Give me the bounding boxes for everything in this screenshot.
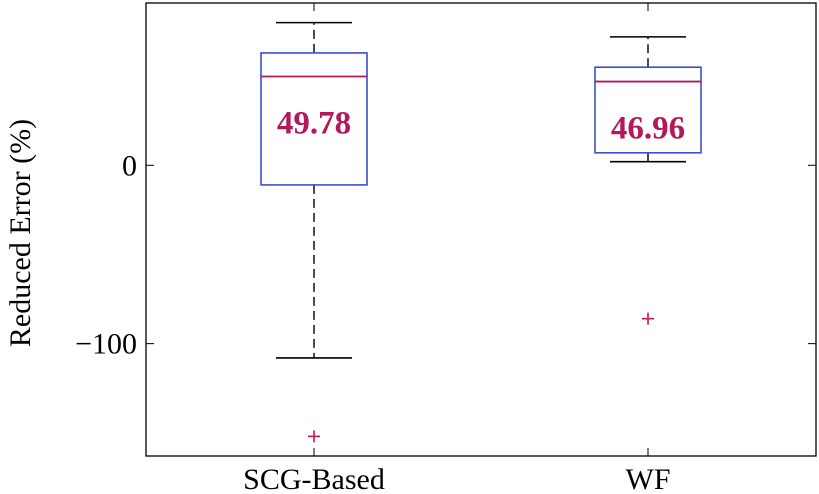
outlier-marker <box>642 312 654 325</box>
box <box>260 52 368 186</box>
y-tick-label: 0 <box>122 149 137 182</box>
x-tick-label: SCG-Based <box>243 463 385 494</box>
plot-area: 0 −100 SCG-Based 49.78 WF 46.96 <box>75 2 817 494</box>
outlier-marker <box>308 430 320 443</box>
plot-frame <box>145 2 817 457</box>
y-axis-title: Reduced Error (%) <box>4 119 37 347</box>
median-label: 49.78 <box>277 106 351 142</box>
median-label: 46.96 <box>611 111 685 147</box>
x-tick-label: WF <box>626 463 671 494</box>
y-tick-label: −100 <box>75 328 137 361</box>
